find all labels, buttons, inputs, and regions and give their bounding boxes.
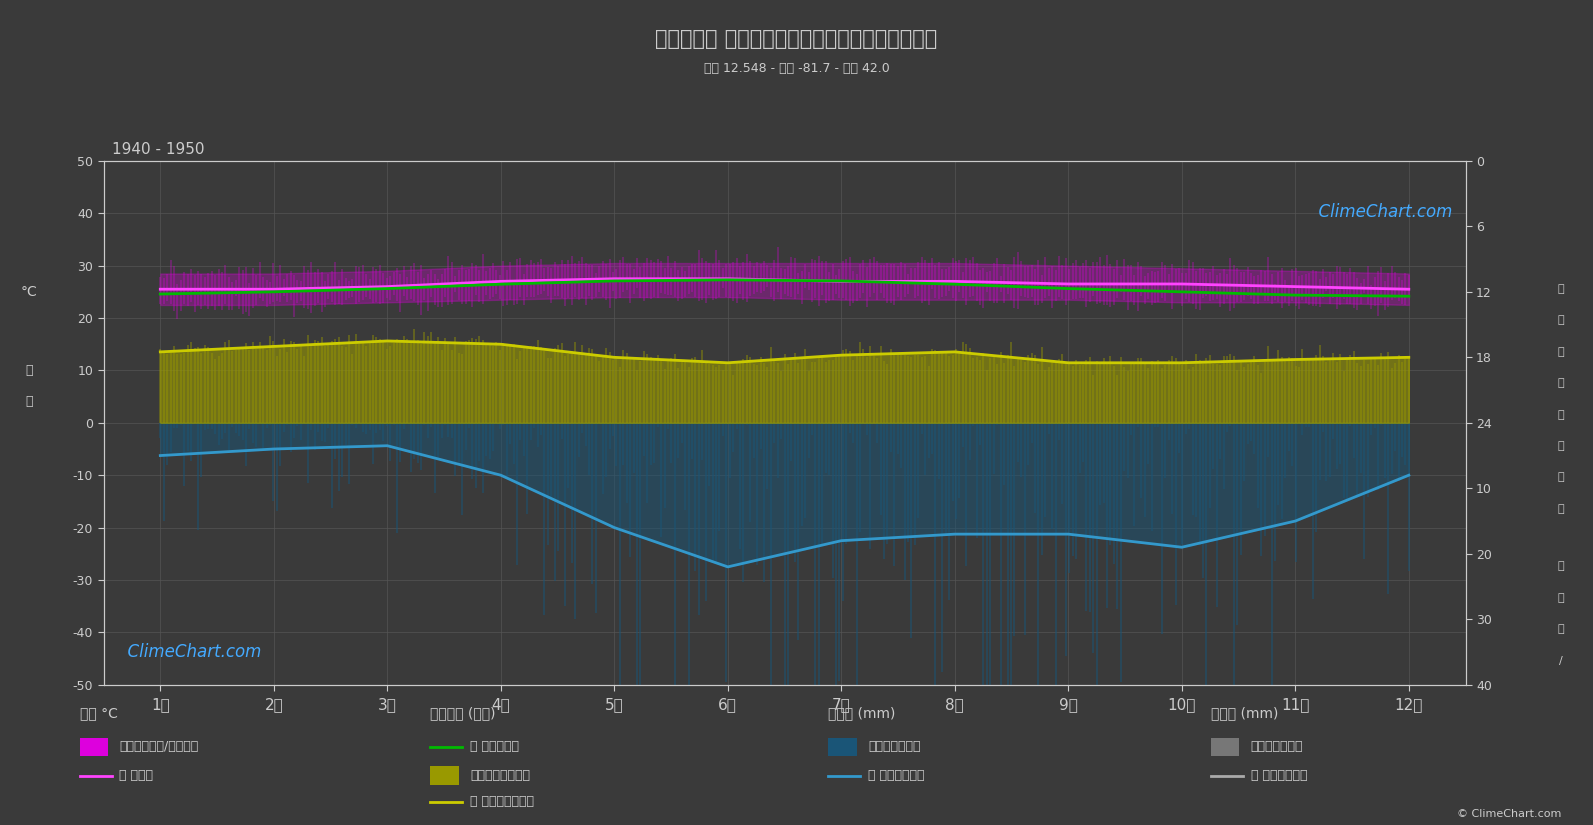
Text: － 月平均降雨量: － 月平均降雨量	[868, 769, 924, 782]
Text: °C: °C	[21, 285, 37, 299]
Text: － 月平均降雪量: － 月平均降雪量	[1251, 769, 1306, 782]
Text: 間: 間	[1558, 378, 1564, 388]
Text: 照: 照	[1558, 315, 1564, 325]
Text: 降: 降	[1558, 562, 1564, 572]
Text: 度: 度	[25, 395, 32, 408]
Text: 緯度 12.548 - 経度 -81.7 - 標高 42.0: 緯度 12.548 - 経度 -81.7 - 標高 42.0	[704, 62, 889, 75]
Text: 日ごとの降雨量: 日ごとの降雨量	[868, 740, 921, 753]
Text: 日ごとの日照時間: 日ごとの日照時間	[470, 769, 530, 782]
Text: 温: 温	[25, 364, 32, 377]
Text: － 月平均: － 月平均	[119, 769, 153, 782]
Text: － 日中の時間: － 日中の時間	[470, 740, 519, 753]
Text: 時: 時	[1558, 441, 1564, 451]
Text: 気温 °C: 気温 °C	[80, 707, 118, 720]
Text: 日ごとの最小/最大範囲: 日ごとの最小/最大範囲	[119, 740, 199, 753]
Text: 日照時間 (時間): 日照時間 (時間)	[430, 707, 495, 720]
Text: ClimeChart.com: ClimeChart.com	[1308, 203, 1451, 221]
Text: － 月平均日照時間: － 月平均日照時間	[470, 795, 534, 808]
Text: 降雪量 (mm): 降雪量 (mm)	[1211, 707, 1278, 720]
Text: ClimeChart.com: ClimeChart.com	[118, 643, 261, 661]
Text: 時: 時	[1558, 346, 1564, 356]
Text: 雨: 雨	[1558, 593, 1564, 603]
Text: 量: 量	[1558, 625, 1564, 634]
Text: の気候変動 サンアンドレス島とプロビデンシア島: の気候変動 サンアンドレス島とプロビデンシア島	[655, 29, 938, 49]
Text: （: （	[1558, 409, 1564, 420]
Text: 降雨量 (mm): 降雨量 (mm)	[828, 707, 895, 720]
Text: /: /	[1560, 656, 1563, 666]
Text: 間: 間	[1558, 473, 1564, 483]
Text: ）: ）	[1558, 504, 1564, 514]
Text: 1940 - 1950: 1940 - 1950	[112, 142, 204, 157]
Text: 日: 日	[1558, 284, 1564, 294]
Text: 日ごとの降雪量: 日ごとの降雪量	[1251, 740, 1303, 753]
Text: © ClimeChart.com: © ClimeChart.com	[1456, 808, 1561, 818]
